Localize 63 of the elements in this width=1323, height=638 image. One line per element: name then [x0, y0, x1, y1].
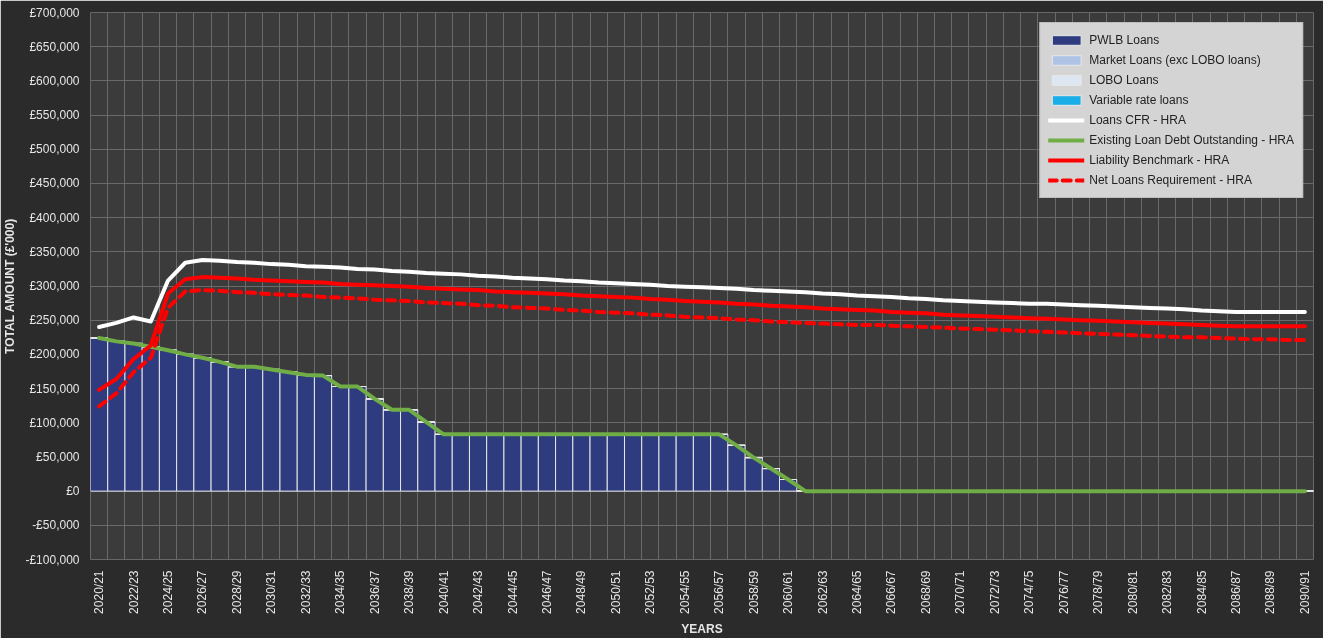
x-tick-label: 2038/39 [402, 570, 417, 614]
x-tick-label: 2042/43 [471, 570, 486, 614]
y-tick-label: £400,000 [29, 210, 80, 225]
legend-label: LOBO Loans [1089, 72, 1159, 89]
x-tick-label: 2072/73 [987, 570, 1002, 614]
y-tick-label: -£50,000 [32, 518, 80, 533]
x-tick-label: 2078/79 [1091, 570, 1106, 614]
x-tick-label: 2034/35 [333, 570, 348, 614]
x-tick-label: 2070/71 [953, 570, 968, 614]
x-tick-label: 2062/63 [815, 570, 830, 614]
y-tick-label: £100,000 [29, 415, 80, 430]
x-tick-label: 2054/55 [677, 570, 692, 614]
y-tick-label: £450,000 [29, 176, 80, 191]
x-tick-label: 2050/51 [608, 570, 623, 614]
x-tick-label: 2086/87 [1228, 570, 1243, 614]
x-tick-label: 2020/21 [92, 570, 107, 614]
x-tick-label: 2036/37 [367, 570, 382, 614]
x-tick-label: 2044/45 [505, 570, 520, 614]
x-tick-label: 2080/81 [1125, 570, 1140, 614]
y-tick-label: -£100,000 [25, 552, 80, 567]
y-tick-label: £50,000 [36, 449, 80, 464]
x-tick-label: 2030/31 [264, 570, 279, 614]
x-tick-label: 2084/85 [1194, 570, 1209, 614]
legend-label: Loans CFR - HRA [1089, 112, 1186, 129]
x-tick-label: 2040/41 [436, 570, 451, 614]
x-tick-label: 2028/29 [229, 570, 244, 614]
x-tick-label: 2058/59 [746, 570, 761, 614]
x-tick-label: 2048/49 [574, 570, 589, 614]
x-tick-label: 2088/89 [1263, 570, 1278, 614]
x-tick-label: 2056/57 [712, 570, 727, 614]
y-tick-label: £650,000 [29, 39, 80, 54]
x-tick-label: 2024/25 [161, 570, 176, 614]
y-tick-label: £600,000 [29, 73, 80, 88]
y-tick-label: £350,000 [29, 244, 80, 259]
x-tick-label: 2082/83 [1160, 570, 1175, 614]
y-tick-label: £550,000 [29, 108, 80, 123]
x-tick-label: 2090/91 [1297, 570, 1312, 614]
legend-label: PWLB Loans [1089, 32, 1160, 49]
y-tick-label: £250,000 [29, 313, 80, 328]
x-tick-label: 2022/23 [126, 570, 141, 614]
y-tick-label: £300,000 [29, 279, 80, 293]
legend-label: Net Loans Requirement - HRA [1089, 172, 1252, 189]
y-tick-label: £0 [66, 484, 80, 499]
legend-label: Market Loans (exc LOBO loans) [1089, 52, 1261, 69]
x-tick-label: 2032/33 [298, 570, 313, 614]
x-tick-label: 2060/61 [781, 570, 796, 614]
x-tick-label: 2068/69 [918, 570, 933, 614]
x-tick-label: 2074/75 [1022, 570, 1037, 614]
x-tick-label: 2046/47 [539, 570, 554, 614]
x-axis-title: YEARS [681, 621, 723, 636]
y-tick-label: £500,000 [29, 142, 80, 157]
x-tick-label: 2064/65 [850, 570, 865, 614]
legend-label: Liability Benchmark - HRA [1089, 152, 1230, 169]
x-tick-label: 2026/27 [195, 570, 210, 614]
legend-label: Existing Loan Debt Outstanding - HRA [1089, 132, 1294, 149]
x-tick-label: 2066/67 [884, 570, 899, 614]
x-tick-label: 2052/53 [643, 570, 658, 614]
y-tick-label: £200,000 [29, 347, 80, 362]
legend-label: Variable rate loans [1089, 92, 1189, 109]
y-axis-title: TOTAL AMOUNT (£'000) [3, 218, 18, 354]
y-tick-label: £700,000 [29, 5, 80, 20]
y-tick-label: £150,000 [29, 381, 80, 396]
x-tick-label: 2076/77 [1056, 570, 1071, 614]
